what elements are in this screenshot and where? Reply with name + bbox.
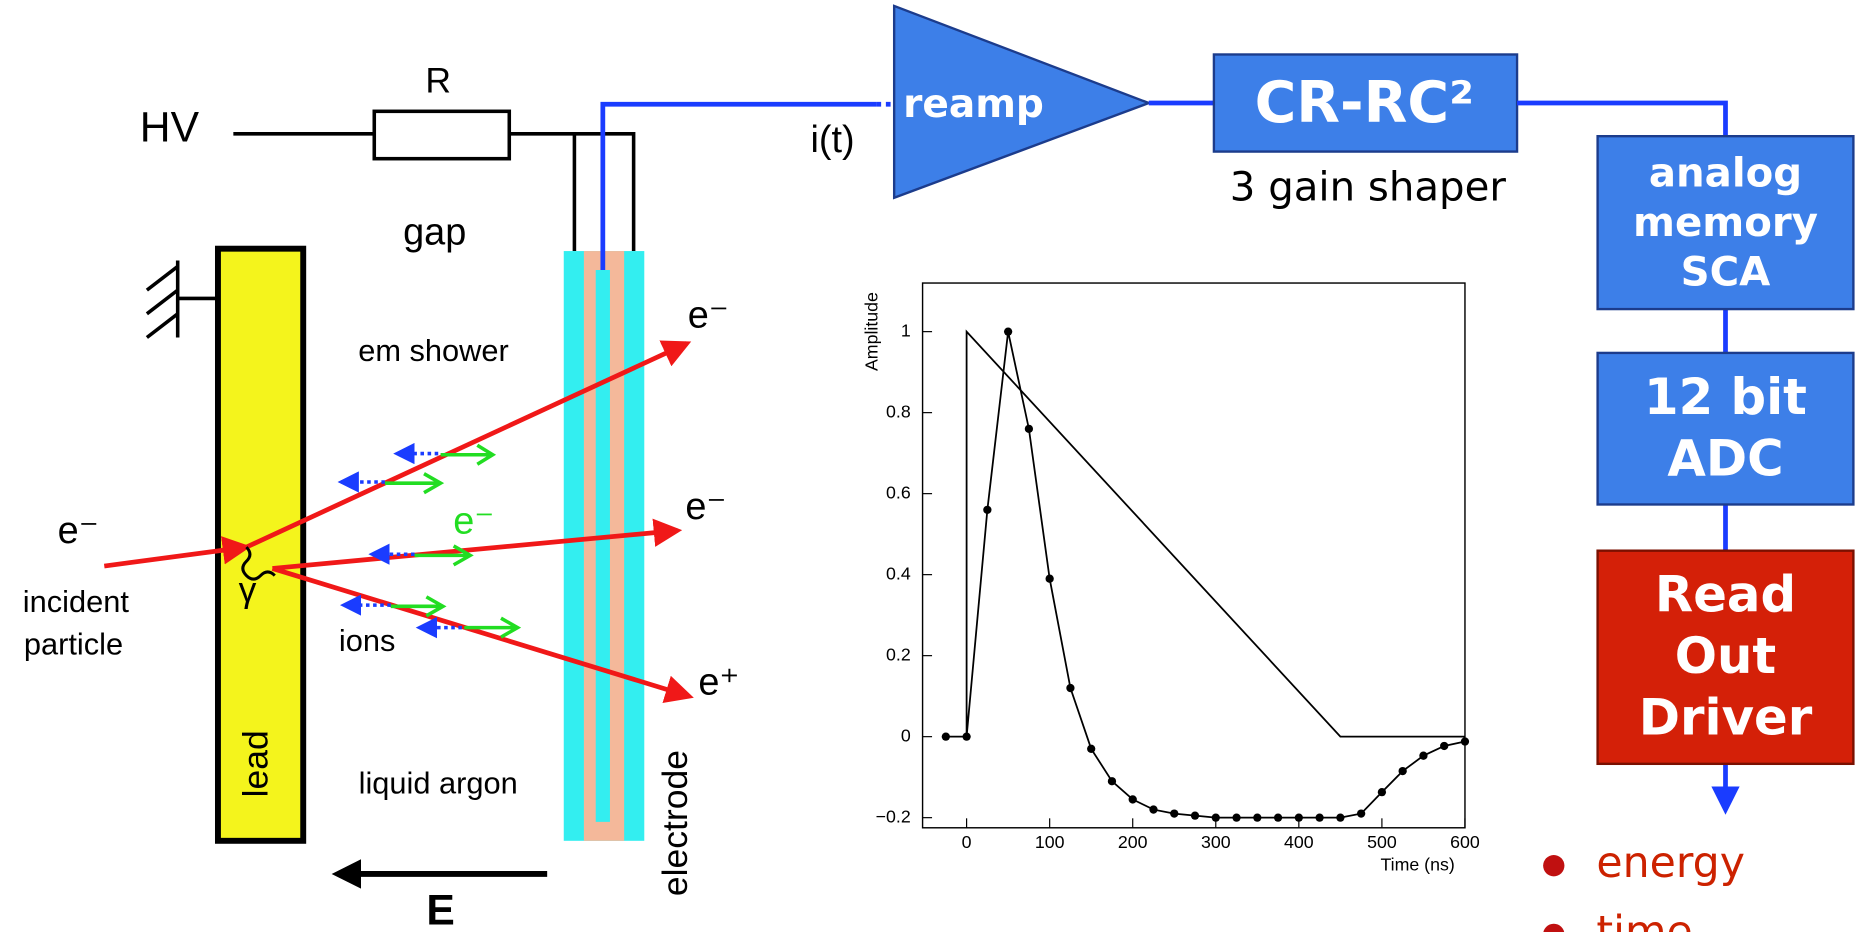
adc-label: ADC bbox=[1667, 429, 1783, 487]
memory-label: SCA bbox=[1681, 250, 1771, 296]
gap-label: gap bbox=[403, 211, 466, 253]
data-point bbox=[941, 732, 950, 741]
shaper-label: CR-RC² bbox=[1255, 70, 1474, 136]
rod-label: Out bbox=[1675, 627, 1776, 685]
data-point bbox=[983, 505, 992, 514]
data-point bbox=[1066, 683, 1075, 693]
plot: 0 100 200 300 400 500 600 −0.2 0 0.2 0.4 0.6 0.8 1 bbox=[876, 320, 1480, 852]
y-tick-label: 0.4 bbox=[886, 563, 911, 583]
photon bbox=[241, 546, 276, 581]
x-tick-label: 300 bbox=[1201, 832, 1231, 852]
y-tick-label: 0 bbox=[901, 725, 911, 745]
data-point bbox=[1128, 795, 1137, 804]
preamp bbox=[892, 4, 1153, 200]
incident-label: incident bbox=[23, 584, 130, 619]
memory-label: analog bbox=[1649, 150, 1802, 196]
data-point bbox=[1149, 805, 1158, 814]
current-label: i(t) bbox=[810, 119, 854, 161]
data-point bbox=[1253, 813, 1262, 822]
preamp-label: reamp bbox=[903, 82, 1044, 127]
rod-label: Driver bbox=[1639, 689, 1813, 747]
gamma-label: γ bbox=[239, 570, 257, 610]
electrode-inner bbox=[595, 270, 610, 822]
x-tick-label: 0 bbox=[962, 832, 972, 852]
bullet bbox=[1543, 923, 1565, 932]
shaper bbox=[1212, 53, 1519, 153]
adc-box bbox=[1596, 351, 1855, 506]
data-point bbox=[1398, 766, 1407, 776]
data-point bbox=[1419, 751, 1428, 760]
data-point bbox=[1460, 737, 1470, 746]
data-point bbox=[1315, 813, 1324, 822]
x-tick-label: 400 bbox=[1284, 832, 1314, 852]
electrode-label: electrode bbox=[655, 750, 695, 896]
incident-label: particle bbox=[24, 627, 123, 662]
series-line bbox=[945, 331, 1466, 819]
ground bbox=[145, 260, 218, 339]
data-point bbox=[962, 732, 971, 741]
data-point bbox=[1356, 809, 1366, 818]
signal-wire bbox=[600, 101, 877, 271]
shaper-note: 3 gain shaper bbox=[1230, 164, 1507, 210]
y-tick-label: −0.2 bbox=[876, 806, 911, 826]
data-point bbox=[1003, 327, 1013, 336]
data-point bbox=[1336, 813, 1345, 822]
bullet bbox=[1543, 855, 1565, 877]
resistor bbox=[372, 109, 512, 161]
electron-label: e⁻ bbox=[685, 486, 726, 528]
drift-arrows bbox=[337, 442, 522, 639]
data-point bbox=[1377, 787, 1387, 797]
data-point bbox=[1190, 811, 1200, 820]
positron-label: e⁺ bbox=[698, 662, 739, 704]
hv-label: HV bbox=[140, 104, 200, 152]
electron-label: e⁻ bbox=[688, 294, 729, 336]
adc-label: 12 bit bbox=[1644, 368, 1807, 426]
x-tick-label: 600 bbox=[1450, 832, 1480, 852]
resistor-label: R bbox=[425, 60, 451, 100]
memory-label: memory bbox=[1633, 200, 1818, 246]
output-label: time bbox=[1596, 907, 1692, 932]
data-point bbox=[1440, 741, 1449, 751]
lead-label: lead bbox=[236, 730, 276, 797]
data-point bbox=[1294, 813, 1303, 822]
rod-box bbox=[1596, 549, 1855, 766]
y-tick-label: 0.8 bbox=[886, 401, 911, 421]
data-point bbox=[1273, 813, 1283, 822]
rod-label: Read bbox=[1655, 566, 1796, 624]
y-tick-label: 0.6 bbox=[886, 482, 911, 502]
output-label: energy bbox=[1596, 838, 1745, 888]
data-point bbox=[1107, 777, 1117, 786]
data-point bbox=[1211, 813, 1220, 822]
y-axis-label: Amplitude bbox=[862, 292, 882, 371]
data-point bbox=[1024, 424, 1034, 433]
y-tick-label: 0.2 bbox=[886, 644, 911, 664]
x-axis-label: Time (ns) bbox=[1380, 854, 1454, 874]
ions-label: ions bbox=[339, 623, 395, 658]
memory-box bbox=[1596, 135, 1855, 311]
field-label: E bbox=[426, 886, 454, 932]
wire bbox=[509, 132, 636, 252]
data-point bbox=[1087, 744, 1096, 753]
tracks bbox=[103, 340, 694, 703]
x-tick-label: 200 bbox=[1118, 832, 1148, 852]
shower-label: em shower bbox=[358, 333, 509, 368]
x-tick-label: 100 bbox=[1035, 832, 1065, 852]
electron-label: e⁻ bbox=[453, 500, 494, 542]
signal-wire bbox=[1517, 100, 1728, 137]
incident-electron-label: e⁻ bbox=[58, 510, 99, 552]
x-tick-label: 500 bbox=[1367, 832, 1397, 852]
argon-label: liquid argon bbox=[359, 765, 518, 800]
data-point bbox=[1232, 813, 1241, 822]
y-tick-label: 1 bbox=[901, 320, 911, 340]
data-point bbox=[1045, 574, 1054, 583]
series-line bbox=[965, 329, 1465, 738]
data-point bbox=[1170, 809, 1179, 818]
